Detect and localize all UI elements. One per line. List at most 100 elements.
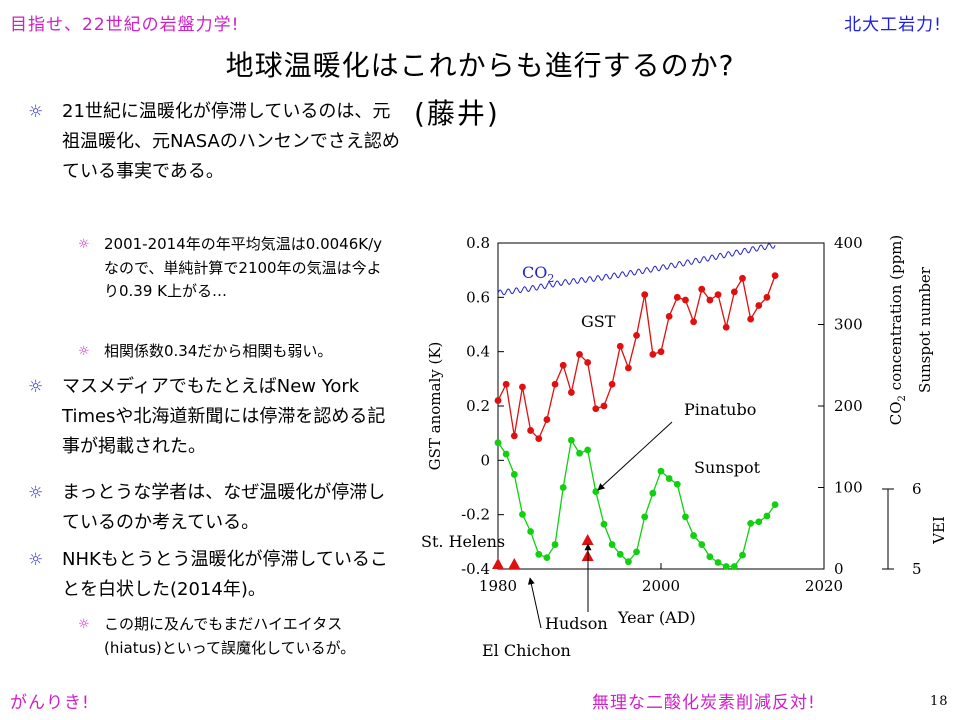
sunspot-point [559, 484, 567, 491]
sunspot-point [649, 489, 657, 497]
gst-point [576, 350, 583, 358]
gst-point [535, 435, 543, 442]
y-right-tick-label: 300 [834, 316, 863, 334]
sunspot-point [730, 563, 738, 570]
gst-point [641, 291, 649, 299]
vei-triangle [581, 534, 594, 545]
y-right-tick-label: 400 [834, 234, 863, 252]
bottom-left-slogan: がんりき! [10, 693, 90, 713]
x-tick-label: 1980 [479, 577, 517, 595]
sunspot-point [722, 563, 730, 570]
y-left-tick-label: 0.4 [466, 343, 490, 361]
bullet-marker-icon: ☼ [28, 483, 44, 503]
chart-series [492, 243, 779, 570]
sunspot-point [543, 554, 551, 561]
gst-point [600, 402, 608, 410]
sub-bullet-1-2: ☼ 相関係数0.34だから相関も弱い。 [78, 340, 394, 364]
sunspot-point [714, 559, 722, 566]
x-tick-label: 2020 [805, 577, 843, 595]
bottom-right-slogan: 無理な二酸化炭素削減反対! [592, 693, 816, 713]
sunspot-point [519, 510, 526, 518]
y-left-tick-label: -0.4 [461, 560, 490, 578]
sunspot-point [608, 541, 616, 548]
slide-subtitle: (藤井) [414, 97, 500, 130]
sunspot-point [510, 471, 518, 478]
plot-frame [497, 242, 825, 570]
y-axis-right-sunspot-label: Sunspot number [916, 266, 934, 393]
gst-point [559, 361, 567, 369]
sunspot-point [665, 475, 673, 482]
vei-tick-label: 6 [912, 480, 922, 498]
bullet-text: NHKもとうとう温暖化が停滞していることを白状した(2014年)。 [62, 549, 388, 600]
y-left-tick-label: 0 [480, 451, 490, 469]
sunspot-point [771, 501, 779, 509]
sunspot-point [641, 513, 649, 521]
gst-point [527, 427, 534, 434]
sub-bullet-text: この期に及んでもまだハイエイタス(hiatus)といって誤魔化しているが。 [104, 615, 356, 657]
gst-point [616, 342, 624, 350]
bullet-text: マスメディアでもたとえばNew York Timesや北海道新聞には停滞を認める… [62, 376, 386, 457]
sunspot-point [551, 541, 559, 548]
sunspot-point [682, 513, 689, 521]
gst-point [592, 405, 600, 413]
gst-point [633, 331, 640, 339]
gst-point [747, 315, 755, 323]
co2-line [497, 243, 776, 296]
el-chichon-label: El Chichon [482, 641, 571, 660]
gst-point [730, 288, 738, 296]
gst-point [551, 380, 559, 388]
gst-point [608, 380, 616, 388]
sunspot-point [633, 548, 640, 556]
gst-point [625, 364, 632, 372]
bullet-marker-icon: ☼ [28, 550, 44, 570]
gst-point [584, 359, 592, 366]
y-left-tick-label: -0.2 [461, 506, 490, 524]
x-tick-label: 2000 [642, 577, 680, 595]
vei-tick-label: 5 [912, 560, 922, 578]
x-axis-label: Year (AD) [617, 608, 696, 627]
sunspot-point [657, 467, 665, 475]
gst-point [714, 291, 722, 299]
y-axis-left-label: GST anomaly (K) [426, 342, 444, 471]
sunspot-point [535, 550, 543, 558]
bullet-3: ☼ まっとうな学者は、なぜ温暖化が停滞しているのか考えている。 [28, 478, 402, 538]
gst-point [722, 323, 730, 331]
vei-triangle [492, 558, 504, 569]
sunspot-point [567, 436, 575, 444]
top-left-slogan: 目指せ、22世紀の岩盤力学! [10, 15, 240, 35]
y-right-tick-label: 100 [834, 479, 863, 497]
bullet-marker-icon: ☼ [28, 102, 44, 122]
y-right-tick-label: 0 [834, 560, 844, 578]
sunspot-point [755, 518, 763, 526]
bullet-4: ☼ NHKもとうとう温暖化が停滞していることを白状した(2014年)。 [28, 545, 402, 605]
gst-point [519, 383, 526, 391]
gst-point [690, 318, 697, 326]
sunspot-point [576, 449, 583, 457]
pinatubo-arrow [597, 421, 673, 491]
sunspot-point [527, 528, 534, 535]
sub-bullet-text: 2001-2014年の年平均気温は0.0046K/yなので、単純計算で2100年… [104, 235, 383, 300]
y-left-tick-label: 0.8 [466, 234, 490, 252]
gst-series-label: GST [581, 312, 616, 331]
sunspot-point [698, 541, 706, 548]
gst-point [739, 274, 746, 282]
gst-point [494, 397, 502, 404]
sub-bullet-marker-icon: ☼ [78, 617, 90, 632]
top-right-slogan: 北大工岩力! [844, 15, 942, 35]
gst-point [706, 296, 714, 304]
y-left-tick-label: 0.6 [466, 288, 490, 306]
gst-point [502, 380, 510, 388]
sunspot-point [763, 512, 771, 520]
sunspot-point [494, 439, 502, 447]
sunspot-point [706, 553, 714, 561]
sunspot-point [584, 446, 592, 454]
slide-title: 地球温暖化はこれからも進行するのか? [225, 49, 735, 82]
bullet-1: ☼ 21世紀に温暖化が停滞しているのは、元祖温暖化、元NASAのハンセンでさえ認… [28, 97, 402, 187]
gst-point [771, 272, 779, 279]
sunspot-point [600, 520, 608, 528]
axis-ticks: -0.4 -0.2 0 0.2 0.4 0.6 0.8 0 100 200 300 400 1980 20… [461, 234, 921, 595]
gst-point [755, 302, 763, 309]
sunspot-point [690, 532, 697, 539]
bullet-marker-icon: ☼ [28, 377, 44, 397]
